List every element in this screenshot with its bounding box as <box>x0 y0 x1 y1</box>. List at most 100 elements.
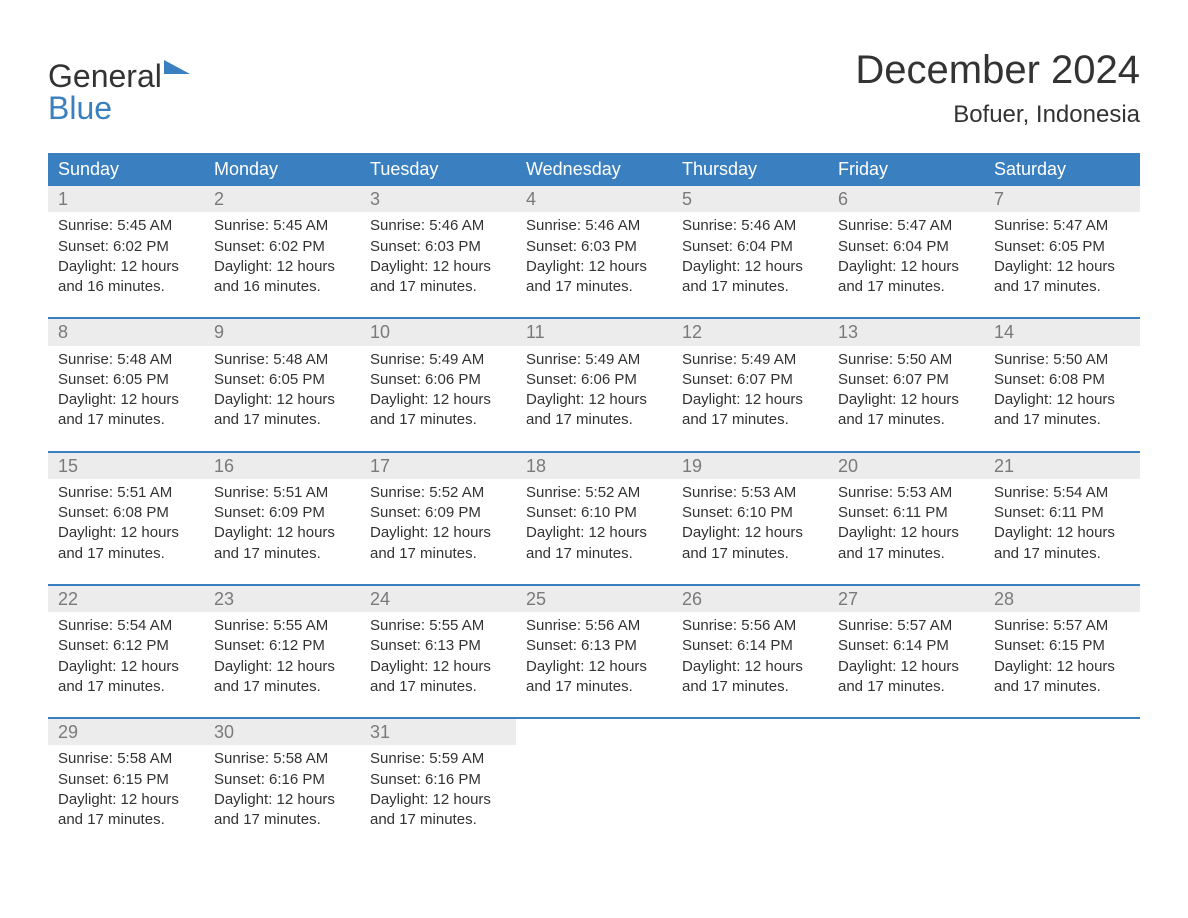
daylight-line: and 17 minutes. <box>58 410 194 430</box>
daylight-line: and 17 minutes. <box>370 544 506 564</box>
daylight-line: and 17 minutes. <box>682 410 818 430</box>
daylight-line: and 17 minutes. <box>994 410 1130 430</box>
sunrise-line: Sunrise: 5:49 AM <box>526 350 662 370</box>
brand-blue: Blue <box>48 90 112 126</box>
calendar-day-cell: 1 Sunrise: 5:45 AMSunset: 6:02 PMDaylight… <box>48 186 204 311</box>
sunset-line: Sunset: 6:13 PM <box>526 636 662 656</box>
sunrise-line: Sunrise: 5:51 AM <box>58 483 194 503</box>
calendar-day-cell: 28 Sunrise: 5:57 AMSunset: 6:15 PMDayligh… <box>984 586 1140 711</box>
sunset-line: Sunset: 6:09 PM <box>214 503 350 523</box>
calendar-week-row: 8 Sunrise: 5:48 AMSunset: 6:05 PMDaylight… <box>48 317 1140 444</box>
daylight-line: Daylight: 12 hours <box>838 257 974 277</box>
day-body: Sunrise: 5:59 AMSunset: 6:16 PMDaylight:… <box>360 749 516 830</box>
day-number: 8 <box>48 319 204 345</box>
sunset-line: Sunset: 6:06 PM <box>370 370 506 390</box>
sunset-line: Sunset: 6:15 PM <box>994 636 1130 656</box>
daylight-line: and 17 minutes. <box>994 677 1130 697</box>
sunrise-line: Sunrise: 5:46 AM <box>526 216 662 236</box>
sunset-line: Sunset: 6:14 PM <box>682 636 818 656</box>
calendar-day-cell: 11Sunrise: 5:49 AMSunset: 6:06 PMDayligh… <box>516 319 672 444</box>
daylight-line: and 17 minutes. <box>214 544 350 564</box>
day-number: 28 <box>984 586 1140 612</box>
day-body: Sunrise: 5:46 AMSunset: 6:04 PMDaylight:… <box>672 216 828 297</box>
sunrise-line: Sunrise: 5:47 AM <box>994 216 1130 236</box>
day-body: Sunrise: 5:54 AMSunset: 6:11 PMDaylight:… <box>984 483 1140 564</box>
calendar-page: General Blue December 2024 Bofuer, Indon… <box>0 0 1188 844</box>
calendar-day-cell: 31Sunrise: 5:59 AMSunset: 6:16 PMDayligh… <box>360 719 516 844</box>
daylight-line: Daylight: 12 hours <box>370 390 506 410</box>
calendar-day-cell: 29Sunrise: 5:58 AMSunset: 6:15 PMDayligh… <box>48 719 204 844</box>
sunrise-line: Sunrise: 5:58 AM <box>58 749 194 769</box>
daylight-line: Daylight: 12 hours <box>994 657 1130 677</box>
sunset-line: Sunset: 6:11 PM <box>838 503 974 523</box>
calendar-day-cell: 25Sunrise: 5:56 AMSunset: 6:13 PMDayligh… <box>516 586 672 711</box>
daylight-line: and 16 minutes. <box>214 277 350 297</box>
sunset-line: Sunset: 6:12 PM <box>58 636 194 656</box>
calendar-day-cell: 12Sunrise: 5:49 AMSunset: 6:07 PMDayligh… <box>672 319 828 444</box>
sunrise-line: Sunrise: 5:56 AM <box>682 616 818 636</box>
sunrise-line: Sunrise: 5:59 AM <box>370 749 506 769</box>
calendar-week-row: 29Sunrise: 5:58 AMSunset: 6:15 PMDayligh… <box>48 717 1140 844</box>
sunset-line: Sunset: 6:16 PM <box>370 770 506 790</box>
day-number: 1 <box>48 186 204 212</box>
calendar-week-row: 22Sunrise: 5:54 AMSunset: 6:12 PMDayligh… <box>48 584 1140 711</box>
daylight-line: Daylight: 12 hours <box>838 523 974 543</box>
calendar-day-cell: 21Sunrise: 5:54 AMSunset: 6:11 PMDayligh… <box>984 453 1140 578</box>
daylight-line: Daylight: 12 hours <box>838 657 974 677</box>
sunrise-line: Sunrise: 5:54 AM <box>58 616 194 636</box>
day-body: Sunrise: 5:49 AMSunset: 6:06 PMDaylight:… <box>360 350 516 431</box>
calendar-day-cell: 30Sunrise: 5:58 AMSunset: 6:16 PMDayligh… <box>204 719 360 844</box>
sunset-line: Sunset: 6:10 PM <box>526 503 662 523</box>
calendar-week-row: 15Sunrise: 5:51 AMSunset: 6:08 PMDayligh… <box>48 451 1140 578</box>
day-body: Sunrise: 5:53 AMSunset: 6:10 PMDaylight:… <box>672 483 828 564</box>
daylight-line: and 17 minutes. <box>838 677 974 697</box>
day-number: 27 <box>828 586 984 612</box>
calendar-day-cell <box>672 719 828 844</box>
sunset-line: Sunset: 6:12 PM <box>214 636 350 656</box>
calendar-day-cell: 14Sunrise: 5:50 AMSunset: 6:08 PMDayligh… <box>984 319 1140 444</box>
sunset-line: Sunset: 6:10 PM <box>682 503 818 523</box>
sunrise-line: Sunrise: 5:47 AM <box>838 216 974 236</box>
day-body: Sunrise: 5:50 AMSunset: 6:07 PMDaylight:… <box>828 350 984 431</box>
day-body: Sunrise: 5:46 AMSunset: 6:03 PMDaylight:… <box>516 216 672 297</box>
day-body: Sunrise: 5:45 AMSunset: 6:02 PMDaylight:… <box>48 216 204 297</box>
day-body: Sunrise: 5:48 AMSunset: 6:05 PMDaylight:… <box>48 350 204 431</box>
sunrise-line: Sunrise: 5:55 AM <box>214 616 350 636</box>
sunset-line: Sunset: 6:03 PM <box>526 237 662 257</box>
calendar-week-row: 1 Sunrise: 5:45 AMSunset: 6:02 PMDaylight… <box>48 186 1140 311</box>
day-body: Sunrise: 5:52 AMSunset: 6:10 PMDaylight:… <box>516 483 672 564</box>
sunset-line: Sunset: 6:05 PM <box>58 370 194 390</box>
calendar-day-cell: 10Sunrise: 5:49 AMSunset: 6:06 PMDayligh… <box>360 319 516 444</box>
sunrise-line: Sunrise: 5:45 AM <box>214 216 350 236</box>
day-body: Sunrise: 5:58 AMSunset: 6:15 PMDaylight:… <box>48 749 204 830</box>
day-number: 2 <box>204 186 360 212</box>
sunrise-line: Sunrise: 5:46 AM <box>370 216 506 236</box>
sunset-line: Sunset: 6:05 PM <box>214 370 350 390</box>
daylight-line: Daylight: 12 hours <box>682 657 818 677</box>
daylight-line: Daylight: 12 hours <box>214 657 350 677</box>
calendar-day-cell: 4Sunrise: 5:46 AMSunset: 6:03 PMDaylight… <box>516 186 672 311</box>
day-body: Sunrise: 5:49 AMSunset: 6:06 PMDaylight:… <box>516 350 672 431</box>
sunset-line: Sunset: 6:16 PM <box>214 770 350 790</box>
daylight-line: Daylight: 12 hours <box>682 523 818 543</box>
sunset-line: Sunset: 6:07 PM <box>838 370 974 390</box>
calendar-day-cell: 6 Sunrise: 5:47 AMSunset: 6:04 PMDaylight… <box>828 186 984 311</box>
daylight-line: Daylight: 12 hours <box>838 390 974 410</box>
sunrise-line: Sunrise: 5:56 AM <box>526 616 662 636</box>
day-body: Sunrise: 5:55 AMSunset: 6:13 PMDaylight:… <box>360 616 516 697</box>
daylight-line: and 17 minutes. <box>58 677 194 697</box>
daylight-line: and 17 minutes. <box>526 677 662 697</box>
sunset-line: Sunset: 6:11 PM <box>994 503 1130 523</box>
daylight-line: and 17 minutes. <box>370 277 506 297</box>
weekday-header: Tuesday <box>360 153 516 186</box>
day-number: 6 <box>828 186 984 212</box>
day-body: Sunrise: 5:56 AMSunset: 6:13 PMDaylight:… <box>516 616 672 697</box>
day-body: Sunrise: 5:57 AMSunset: 6:15 PMDaylight:… <box>984 616 1140 697</box>
daylight-line: and 17 minutes. <box>370 410 506 430</box>
daylight-line: and 17 minutes. <box>682 277 818 297</box>
day-body: Sunrise: 5:47 AMSunset: 6:04 PMDaylight:… <box>828 216 984 297</box>
daylight-line: and 17 minutes. <box>370 677 506 697</box>
sunrise-line: Sunrise: 5:57 AM <box>994 616 1130 636</box>
day-body: Sunrise: 5:56 AMSunset: 6:14 PMDaylight:… <box>672 616 828 697</box>
sunrise-line: Sunrise: 5:52 AM <box>370 483 506 503</box>
